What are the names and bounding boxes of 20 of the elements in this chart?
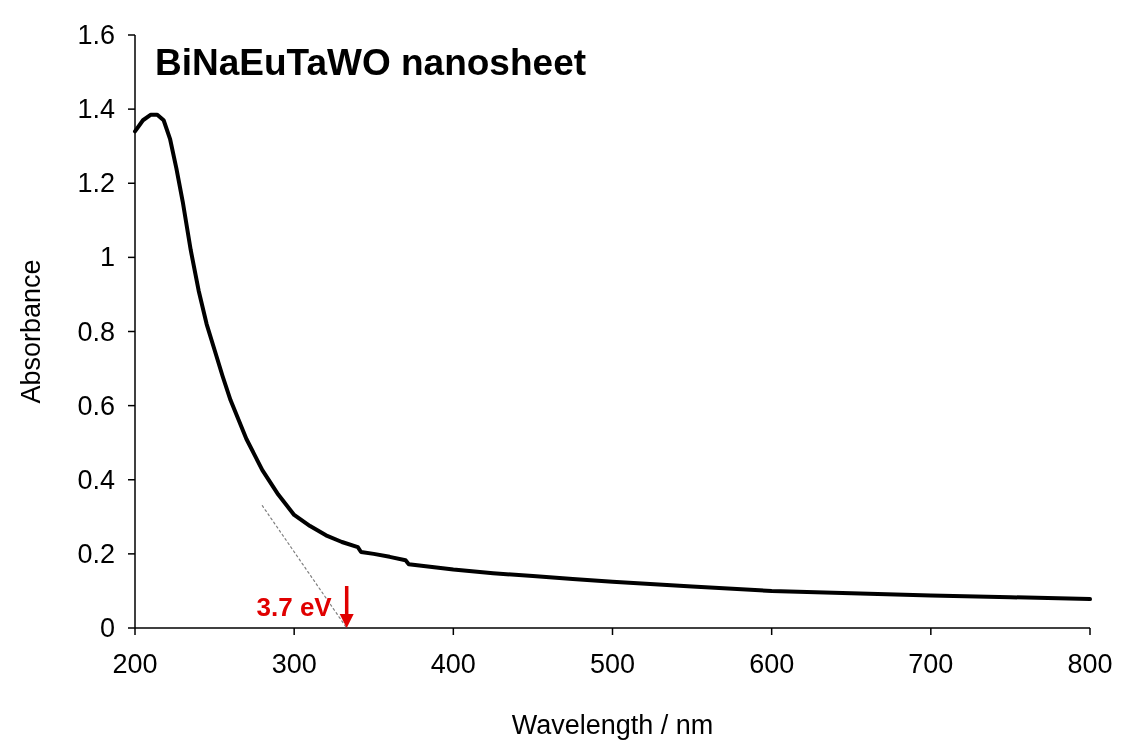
y-tick-label: 0.8 [77,316,115,347]
y-tick-label: 1.6 [77,20,115,50]
y-tick-label: 1.4 [77,94,115,125]
x-tick-label: 700 [908,649,954,679]
y-tick-label: 0.2 [77,538,115,569]
y-tick-label: 1 [99,242,115,273]
x-tick-label: 500 [589,649,636,679]
x-tick-label: 400 [430,649,476,679]
x-tick-label: 300 [271,649,317,679]
x-axis-title: Wavelength / nm [511,710,714,740]
x-tick-label: 600 [749,649,795,679]
chart-title: BiNaEuTaWO nanosheet [155,42,587,83]
y-axis-title: Absorbance [16,259,46,404]
y-tick-label: 0 [99,613,115,643]
x-tick-label: 800 [1067,649,1113,679]
x-tick-label: 200 [112,649,158,679]
annotation: 3.7 eV [256,592,333,622]
y-tick-label: 1.2 [77,168,115,199]
y-tick-label: 0.4 [77,464,115,495]
y-tick-label: 0.6 [77,390,115,421]
